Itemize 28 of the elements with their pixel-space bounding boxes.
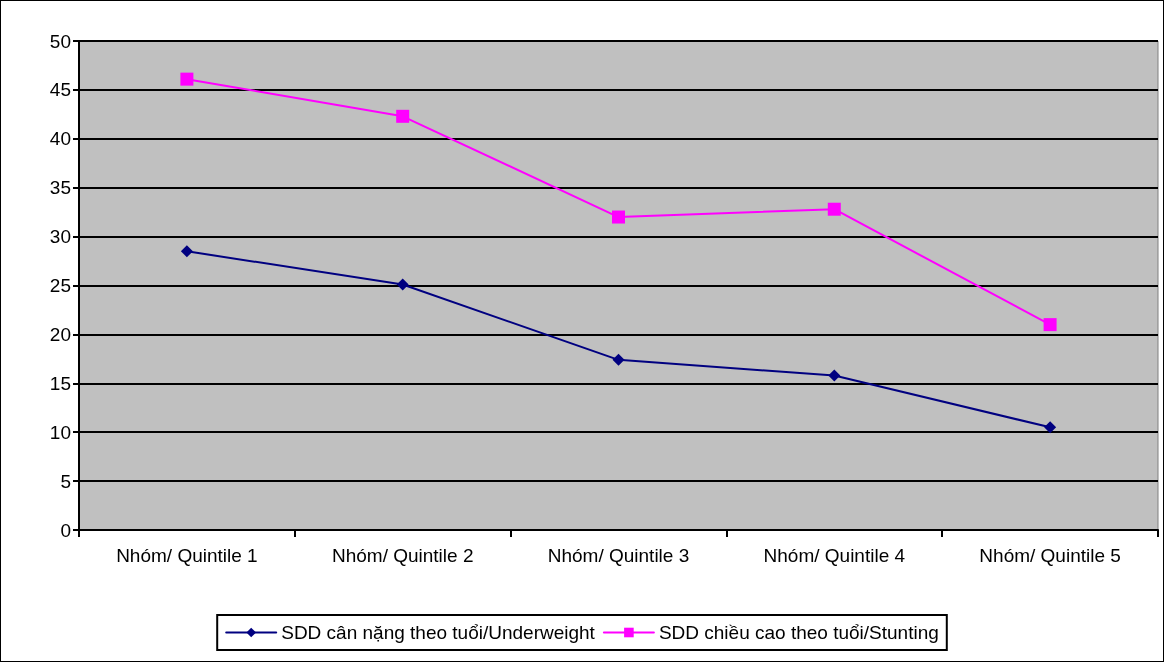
point (612, 353, 625, 366)
y-tick-label: 30 (49, 226, 71, 248)
y-tick-label: 25 (49, 275, 71, 296)
y-tick-label: 50 (49, 30, 71, 52)
x-tick-label: Nhóm/ Quintile 5 (979, 545, 1121, 566)
point (828, 369, 841, 382)
y-tick-label: 10 (49, 421, 71, 443)
point (1044, 421, 1057, 434)
point (827, 202, 841, 216)
point (396, 109, 410, 123)
point (612, 210, 625, 224)
y-tick-label: 20 (49, 323, 71, 345)
x-tick-label: Nhóm/ Quintile 4 (763, 545, 906, 566)
y-tick-label: 40 (49, 128, 71, 150)
point (1043, 318, 1057, 332)
point (396, 278, 409, 291)
y-tick-label: 15 (49, 372, 71, 394)
point (180, 72, 194, 86)
legend-label: SDD chiều cao theo tuổi/Stunting (658, 622, 939, 643)
x-tick-label: Nhóm/ Quintile 2 (331, 545, 474, 566)
y-tick-label: 0 (60, 519, 71, 541)
legend-label: SDD cân nặng theo tuổi/Underweight (281, 622, 596, 643)
point (180, 245, 193, 258)
y-tick-label: 45 (49, 79, 71, 101)
x-tick-label: Nhóm/ Quintile 3 (547, 545, 690, 566)
x-tick-label: Nhóm/ Quintile 1 (116, 545, 258, 566)
y-tick-label: 5 (60, 470, 71, 492)
y-tick-label: 35 (49, 177, 71, 199)
